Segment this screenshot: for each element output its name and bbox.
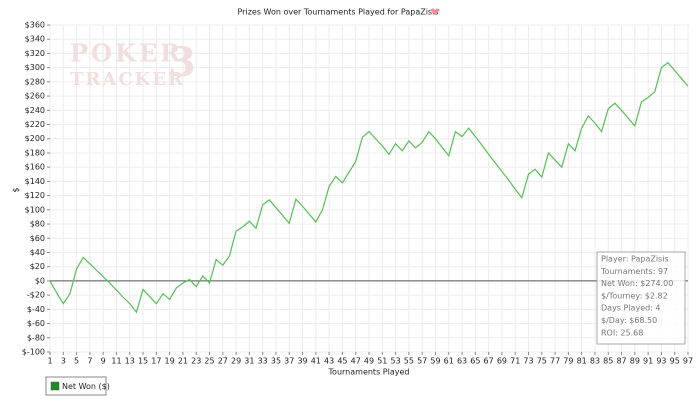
x-tick-label: 35 <box>271 357 281 366</box>
x-axis-label: Tournaments Played <box>328 368 410 377</box>
x-tick-label: 61 <box>444 357 454 366</box>
y-tick-label: $220 <box>25 120 45 129</box>
legend-marker <box>50 381 60 391</box>
y-axis-label: $ <box>12 187 21 192</box>
x-tick-label: 65 <box>470 357 480 366</box>
x-tick-label: 89 <box>630 357 640 366</box>
x-tick-label: 59 <box>430 357 440 366</box>
x-tick-label: 57 <box>417 357 427 366</box>
x-tick-label: 53 <box>390 357 400 366</box>
y-tick-label: $340 <box>25 35 45 44</box>
x-tick-label: 15 <box>138 357 148 366</box>
info-box-frame <box>596 251 686 345</box>
legend-box <box>45 376 107 396</box>
y-tick-label: $260 <box>25 92 45 101</box>
x-tick-label: 23 <box>191 357 201 366</box>
series-line <box>49 61 689 314</box>
y-tick-label: $80 <box>30 220 45 229</box>
info-line: Tournaments: 97 <box>600 267 668 276</box>
x-tick-label: 9 <box>101 357 106 366</box>
x-tick-label: 41 <box>311 357 321 366</box>
x-tick-label: 31 <box>244 357 254 366</box>
info-line: $/Day: $68.50 <box>601 316 657 325</box>
x-tick-label: 17 <box>151 357 161 366</box>
x-tick-label: 67 <box>484 357 494 366</box>
x-tick-label: 37 <box>284 357 294 366</box>
x-tick-label: 49 <box>364 357 374 366</box>
watermark: POKER TRACKER 3 <box>70 39 196 91</box>
x-tick-label: 47 <box>351 357 361 366</box>
x-tick-label: 87 <box>616 357 626 366</box>
y-tick-label: $300 <box>25 63 45 72</box>
x-tick-label: 83 <box>590 357 600 366</box>
info-line: Days Played: 4 <box>601 304 661 313</box>
x-tick-label: 39 <box>297 357 307 366</box>
watermark-text: TRACKER <box>70 69 185 90</box>
x-tick-label: 3 <box>61 357 66 366</box>
x-tick-label: 73 <box>523 357 533 366</box>
legend-label: Net Won ($) <box>62 382 110 391</box>
y-tick-label: $140 <box>25 177 45 186</box>
x-tick-label: 19 <box>165 357 175 366</box>
info-line: Net Won: $274.00 <box>601 279 673 288</box>
y-tick-label: $60 <box>30 234 45 243</box>
chart-title: Prizes Won over Tournaments Played for P… <box>238 8 439 17</box>
x-tick-label: 33 <box>258 357 268 366</box>
x-tick-label: 85 <box>603 357 613 366</box>
y-tick-label: $-80 <box>27 333 45 342</box>
y-tick-label: $-40 <box>27 305 45 314</box>
x-tick-label: 7 <box>87 357 92 366</box>
info-box: Player: PapaZisis Tournaments: 97 Net Won:… <box>596 251 686 345</box>
x-tick-label: 81 <box>577 357 587 366</box>
x-tick-label: 91 <box>643 357 653 366</box>
x-tick-label: 11 <box>111 357 121 366</box>
x-tick-label: 95 <box>670 357 680 366</box>
x-tick-label: 69 <box>497 357 507 366</box>
x-tick-label: 79 <box>563 357 573 366</box>
y-tick-label: $360 <box>25 21 45 30</box>
y-tick-label: $240 <box>25 106 45 115</box>
x-tick-label: 45 <box>337 357 347 366</box>
watermark-text: 3 <box>168 39 196 86</box>
x-tick-label: 77 <box>550 357 560 366</box>
y-tick-label: $100 <box>25 205 45 214</box>
info-line: $/Tourney: $2.82 <box>601 291 668 300</box>
x-tick-label: 29 <box>231 357 241 366</box>
y-tick-label: $180 <box>25 148 45 157</box>
info-line: Player: PapaZisis <box>601 255 669 264</box>
y-tick-label: $-100 <box>22 348 45 357</box>
info-line: ROI: 25.68 <box>601 328 643 337</box>
y-tick-label: $-60 <box>27 319 45 328</box>
x-tick-label: 71 <box>510 357 520 366</box>
title-icon <box>430 8 440 15</box>
y-tick-label: $280 <box>25 77 45 86</box>
y-tick-label: -$20 <box>27 291 45 300</box>
y-tick-label: $0 <box>35 276 45 285</box>
x-tick-label: 5 <box>74 357 79 366</box>
x-tick-label: 93 <box>656 357 666 366</box>
x-tick-label: 25 <box>204 357 214 366</box>
watermark-text: POKER <box>70 39 183 68</box>
x-tick-label: 27 <box>218 357 228 366</box>
y-tick-label: $320 <box>25 49 45 58</box>
y-tick-label: $200 <box>25 134 45 143</box>
y-tick-label: $160 <box>25 163 45 172</box>
x-tick-label: 43 <box>324 357 334 366</box>
x-tick-label: 97 <box>683 357 693 366</box>
x-tick-label: 51 <box>377 357 387 366</box>
x-tick-label: 63 <box>457 357 467 366</box>
x-tick-label: 55 <box>404 357 414 366</box>
y-tick-label: $120 <box>25 191 45 200</box>
x-tick-label: 21 <box>178 357 188 366</box>
y-tick-label: $40 <box>30 248 45 257</box>
x-tick-label: 75 <box>537 357 547 366</box>
y-tick-label: $20 <box>30 262 45 271</box>
x-tick-label: 13 <box>125 357 135 366</box>
x-tick-label: 1 <box>47 357 52 366</box>
